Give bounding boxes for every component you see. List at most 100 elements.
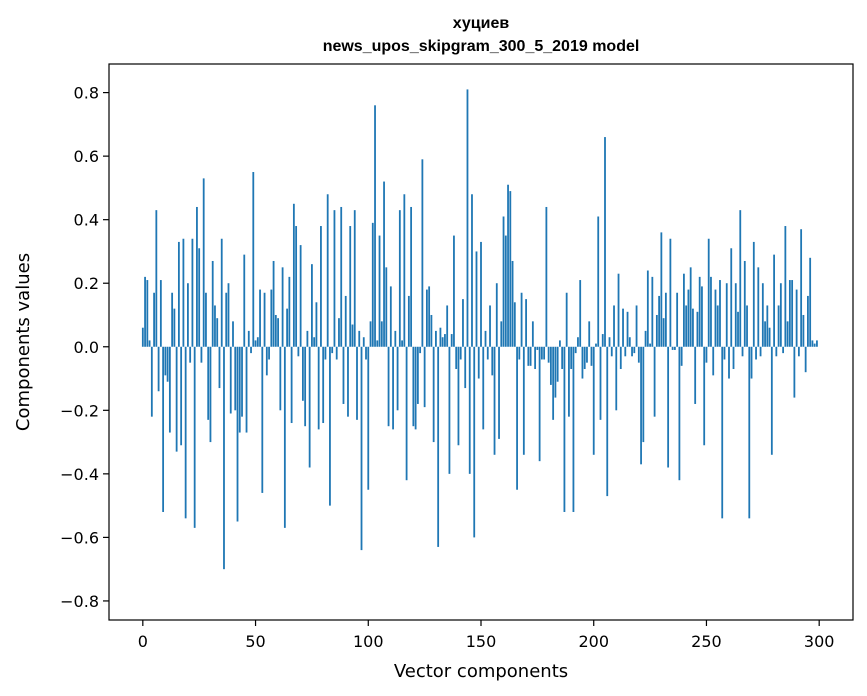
bar — [534, 346, 537, 370]
bar — [707, 238, 710, 347]
bar — [813, 343, 816, 347]
bar — [759, 346, 762, 357]
bar — [788, 280, 791, 347]
bar — [392, 346, 394, 430]
bar — [685, 305, 688, 347]
bar — [809, 257, 812, 347]
bar — [484, 330, 487, 347]
bar — [466, 89, 469, 347]
bar — [227, 283, 230, 347]
bar — [148, 340, 151, 347]
bar — [263, 292, 266, 347]
bar — [622, 308, 624, 347]
bar — [705, 346, 708, 363]
bar — [416, 346, 419, 404]
bar — [223, 346, 225, 570]
bar — [450, 334, 453, 347]
bar — [351, 324, 354, 347]
bar — [703, 346, 706, 446]
bar — [511, 260, 514, 347]
bar — [671, 346, 674, 350]
bar — [507, 184, 509, 347]
bar — [216, 318, 219, 347]
bar — [574, 346, 577, 354]
bar — [491, 346, 494, 376]
bar — [462, 299, 464, 347]
bar — [207, 346, 210, 420]
bar — [421, 159, 424, 347]
bar — [599, 346, 602, 420]
bar — [256, 337, 259, 347]
bar — [804, 346, 807, 373]
bar — [570, 346, 573, 370]
bar — [746, 305, 748, 347]
bar — [480, 241, 482, 347]
bar — [807, 295, 809, 347]
y-tick-label: −0.6 — [60, 528, 99, 547]
bar — [288, 276, 291, 347]
bar — [597, 216, 600, 347]
bar — [432, 346, 435, 443]
bar — [504, 235, 507, 347]
bar — [378, 235, 381, 347]
bar — [516, 346, 518, 490]
bar — [396, 346, 399, 411]
bar — [730, 248, 733, 347]
y-tick-label: 0.2 — [74, 274, 99, 293]
bar — [531, 321, 534, 347]
plot-frame — [108, 63, 854, 621]
x-tick-label: 150 — [466, 632, 497, 651]
bar — [583, 346, 586, 370]
bar — [586, 346, 588, 363]
bar — [265, 346, 268, 376]
bar — [486, 346, 489, 360]
bar — [651, 276, 654, 347]
bar — [448, 346, 451, 474]
bar — [728, 346, 730, 379]
bar — [196, 206, 198, 347]
bar — [410, 206, 413, 347]
bar — [367, 346, 370, 490]
bar — [689, 267, 692, 347]
bar — [610, 346, 613, 357]
bar — [376, 340, 379, 347]
bar — [757, 267, 760, 347]
bar — [146, 280, 149, 347]
bar — [743, 260, 746, 347]
bar — [640, 346, 642, 465]
bar — [175, 346, 178, 452]
bar — [797, 346, 800, 357]
bar — [317, 346, 320, 430]
chart-subtitle: news_upos_skipgram_300_5_2019 model — [323, 38, 640, 55]
bar — [385, 267, 388, 347]
bar — [340, 206, 343, 347]
bar — [272, 260, 275, 347]
bar — [680, 346, 683, 366]
bar — [561, 346, 564, 370]
bar — [439, 327, 442, 347]
bar — [464, 346, 467, 389]
bar — [604, 137, 606, 347]
bar — [631, 346, 633, 357]
bar — [153, 292, 155, 347]
bar — [737, 311, 739, 347]
bar — [187, 283, 189, 347]
bar — [349, 226, 352, 347]
bar — [455, 346, 458, 370]
bar — [811, 340, 814, 347]
bar — [565, 292, 568, 347]
bar — [669, 238, 672, 347]
bar — [635, 305, 638, 347]
bar — [331, 346, 334, 354]
bar — [164, 346, 167, 376]
bar — [750, 346, 753, 379]
bar — [281, 267, 284, 347]
bar — [766, 305, 769, 347]
bar — [333, 210, 336, 347]
y-tick-label: 0.8 — [74, 84, 99, 103]
bar — [150, 346, 153, 417]
bar — [457, 346, 460, 446]
bar — [245, 346, 248, 433]
bar — [588, 321, 591, 347]
bar — [329, 346, 331, 506]
